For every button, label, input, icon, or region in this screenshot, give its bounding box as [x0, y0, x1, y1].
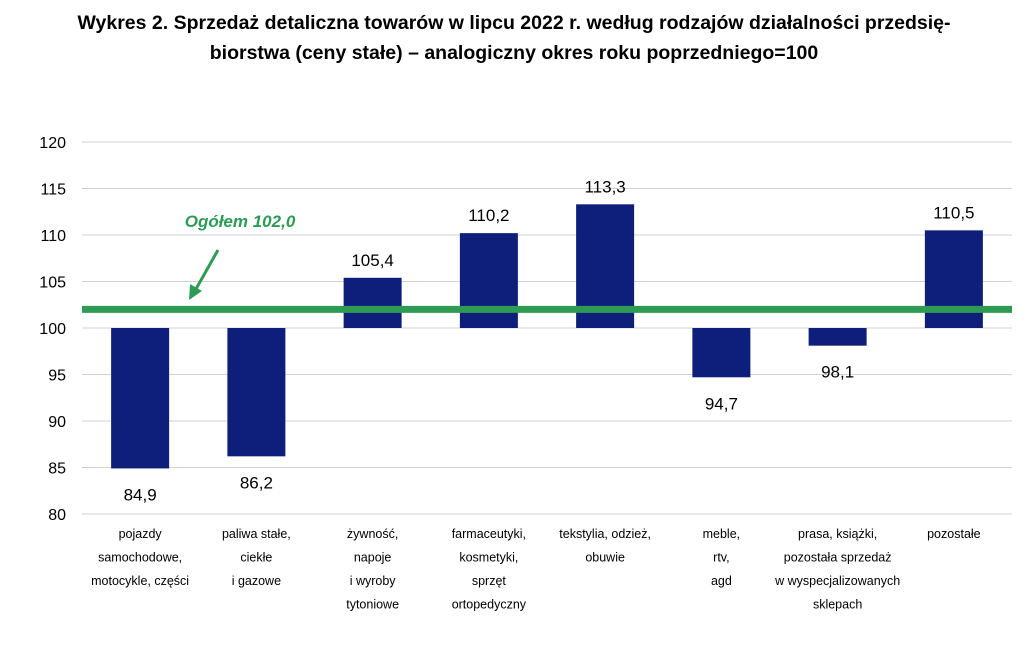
category-label-line: prasa, książki,: [798, 527, 877, 541]
y-tick-label: 85: [48, 461, 66, 478]
category-label-line: sprzęt: [472, 574, 507, 588]
category-label-line: paliwa stałe,: [222, 527, 291, 541]
category-label-line: tekstylia, odzież,: [559, 527, 651, 541]
category-label: pozostałe: [927, 527, 981, 541]
y-tick-label: 105: [39, 275, 66, 292]
category-label-line: w wyspecjalizowanych: [774, 574, 900, 588]
bar: [459, 233, 518, 328]
category-label-line: motocykle, części: [91, 574, 189, 588]
category-label: meble, rtv, agd: [703, 527, 741, 588]
bar: [343, 277, 402, 328]
bar: [111, 328, 170, 469]
category-label: pojazdy samochodowe, motocykle, części: [91, 527, 189, 588]
category-label-line: obuwie: [585, 551, 625, 565]
category-label-line: pozostałe: [927, 527, 981, 541]
chart-title-line-1: Wykres 2. Sprzedaż detaliczna towarów w …: [77, 12, 951, 34]
chart-title-line-2: biorstwa (ceny stałe) – analogiczny okre…: [209, 42, 819, 64]
data-label: 84,9: [124, 485, 157, 504]
category-label-line: agd: [711, 574, 732, 588]
data-label: 98,1: [821, 363, 854, 382]
chart-title: Wykres 2. Sprzedaż detaliczna towarów w …: [0, 8, 1028, 68]
y-tick-label: 110: [40, 228, 66, 245]
bar: [808, 328, 867, 346]
reference-line-label: Ogółem 102,0: [185, 212, 296, 231]
category-label-line: i wyroby: [350, 574, 397, 588]
category-label: prasa, książki, pozostała sprzedaż w wyspe…: [774, 527, 900, 612]
arrow-head-icon: [189, 284, 202, 300]
category-label-line: meble,: [703, 527, 741, 541]
category-label: paliwa stałe, ciekłe i gazowe: [222, 527, 291, 588]
bar: [692, 328, 751, 378]
category-label-line: napoje: [354, 551, 392, 565]
category-label-line: farmaceutyki,: [452, 527, 526, 541]
category-label-line: ortopedyczny: [452, 598, 527, 612]
data-label: 113,3: [584, 177, 625, 196]
category-label-line: żywność,: [347, 527, 398, 541]
y-tick-label: 100: [39, 321, 66, 338]
category-label-line: ciekłe: [240, 551, 272, 565]
data-label: 86,2: [240, 473, 273, 492]
category-label: farmaceutyki, kosmetyki, sprzęt ortopedyczn…: [452, 527, 527, 612]
category-label-line: i gazowe: [232, 574, 281, 588]
category-label-line: sklepach: [813, 598, 862, 612]
category-label-line: pozostała sprzedaż: [784, 551, 892, 565]
y-tick-label: 90: [48, 414, 66, 431]
y-tick-label: 115: [40, 182, 66, 199]
category-label-line: tytoniowe: [346, 598, 399, 612]
category-label-line: kosmetyki,: [459, 551, 518, 565]
category-label: żywność, napoje i wyroby tytoniowe: [346, 527, 399, 612]
y-tick-label: 80: [48, 507, 66, 524]
data-label: 94,7: [705, 394, 738, 413]
bar: [227, 328, 286, 457]
data-label: 110,2: [468, 206, 509, 225]
category-label-line: samochodowe,: [98, 551, 182, 565]
data-label: 105,4: [351, 251, 394, 270]
y-tick-label: 120: [39, 135, 66, 152]
data-label: 110,5: [933, 203, 974, 222]
bar: [924, 230, 983, 328]
category-label: tekstylia, odzież, obuwie: [559, 527, 651, 565]
category-label-line: rtv,: [713, 551, 729, 565]
y-tick-label: 95: [48, 368, 66, 385]
arrow-shaft: [194, 249, 220, 290]
category-label-line: pojazdy: [119, 527, 163, 541]
